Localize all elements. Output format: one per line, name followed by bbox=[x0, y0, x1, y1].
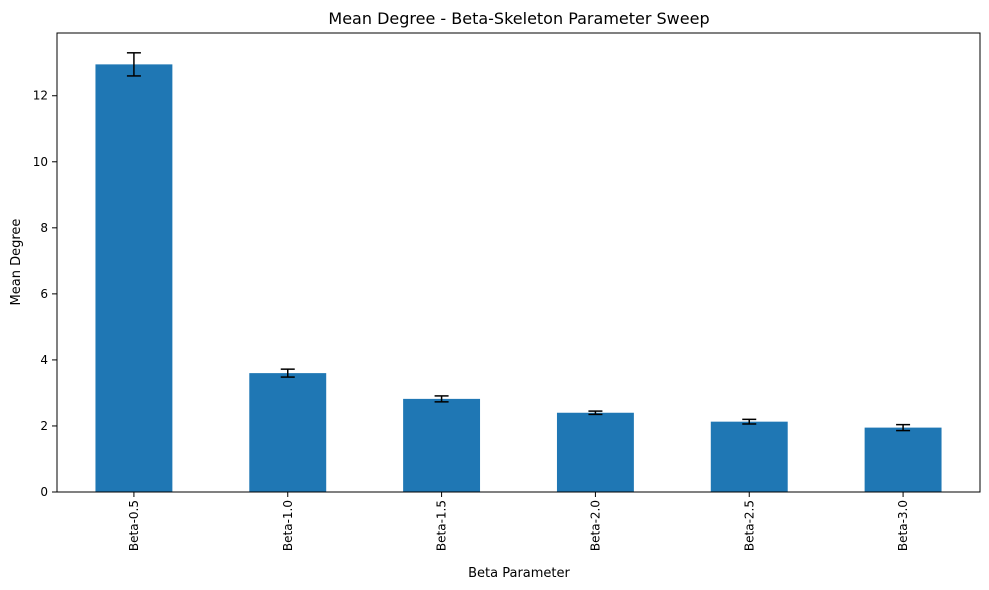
x-axis-label: Beta Parameter bbox=[468, 566, 570, 581]
bar-beta-2-0 bbox=[556, 412, 634, 492]
x-tick-label: Beta-0.5 bbox=[127, 500, 141, 551]
bar-beta-3-0 bbox=[864, 427, 942, 492]
bar-beta-1-0 bbox=[249, 373, 327, 492]
axes-frame bbox=[56, 32, 981, 493]
y-tick-label: 2 bbox=[40, 419, 48, 433]
y-tick-label: 4 bbox=[40, 353, 48, 367]
y-tick-label: 0 bbox=[40, 485, 48, 499]
y-tick-label: 8 bbox=[40, 221, 48, 235]
y-tick-label: 12 bbox=[33, 89, 48, 103]
x-tick-label: Beta-2.0 bbox=[588, 500, 602, 551]
y-tick-label: 6 bbox=[40, 287, 48, 301]
x-tick-label: Beta-2.5 bbox=[742, 500, 756, 551]
x-tick-label: Beta-1.5 bbox=[435, 500, 449, 551]
bar-beta-0-5 bbox=[95, 64, 173, 492]
y-axis-label: Mean Degree bbox=[9, 219, 24, 306]
x-tick-label: Beta-3.0 bbox=[896, 500, 910, 551]
x-tick-label: Beta-1.0 bbox=[281, 500, 295, 551]
y-tick-label: 10 bbox=[33, 155, 48, 169]
bar-beta-1-5 bbox=[403, 398, 481, 492]
plot-area: 0 2 4 6 8 10 12 Beta-0.5 Beta-1.0 Beta-1.5 Beta-2.… bbox=[33, 32, 981, 551]
chart-title: Mean Degree - Beta-Skeleton Parameter Sw… bbox=[328, 9, 709, 28]
bar-beta-2-5 bbox=[710, 421, 788, 492]
